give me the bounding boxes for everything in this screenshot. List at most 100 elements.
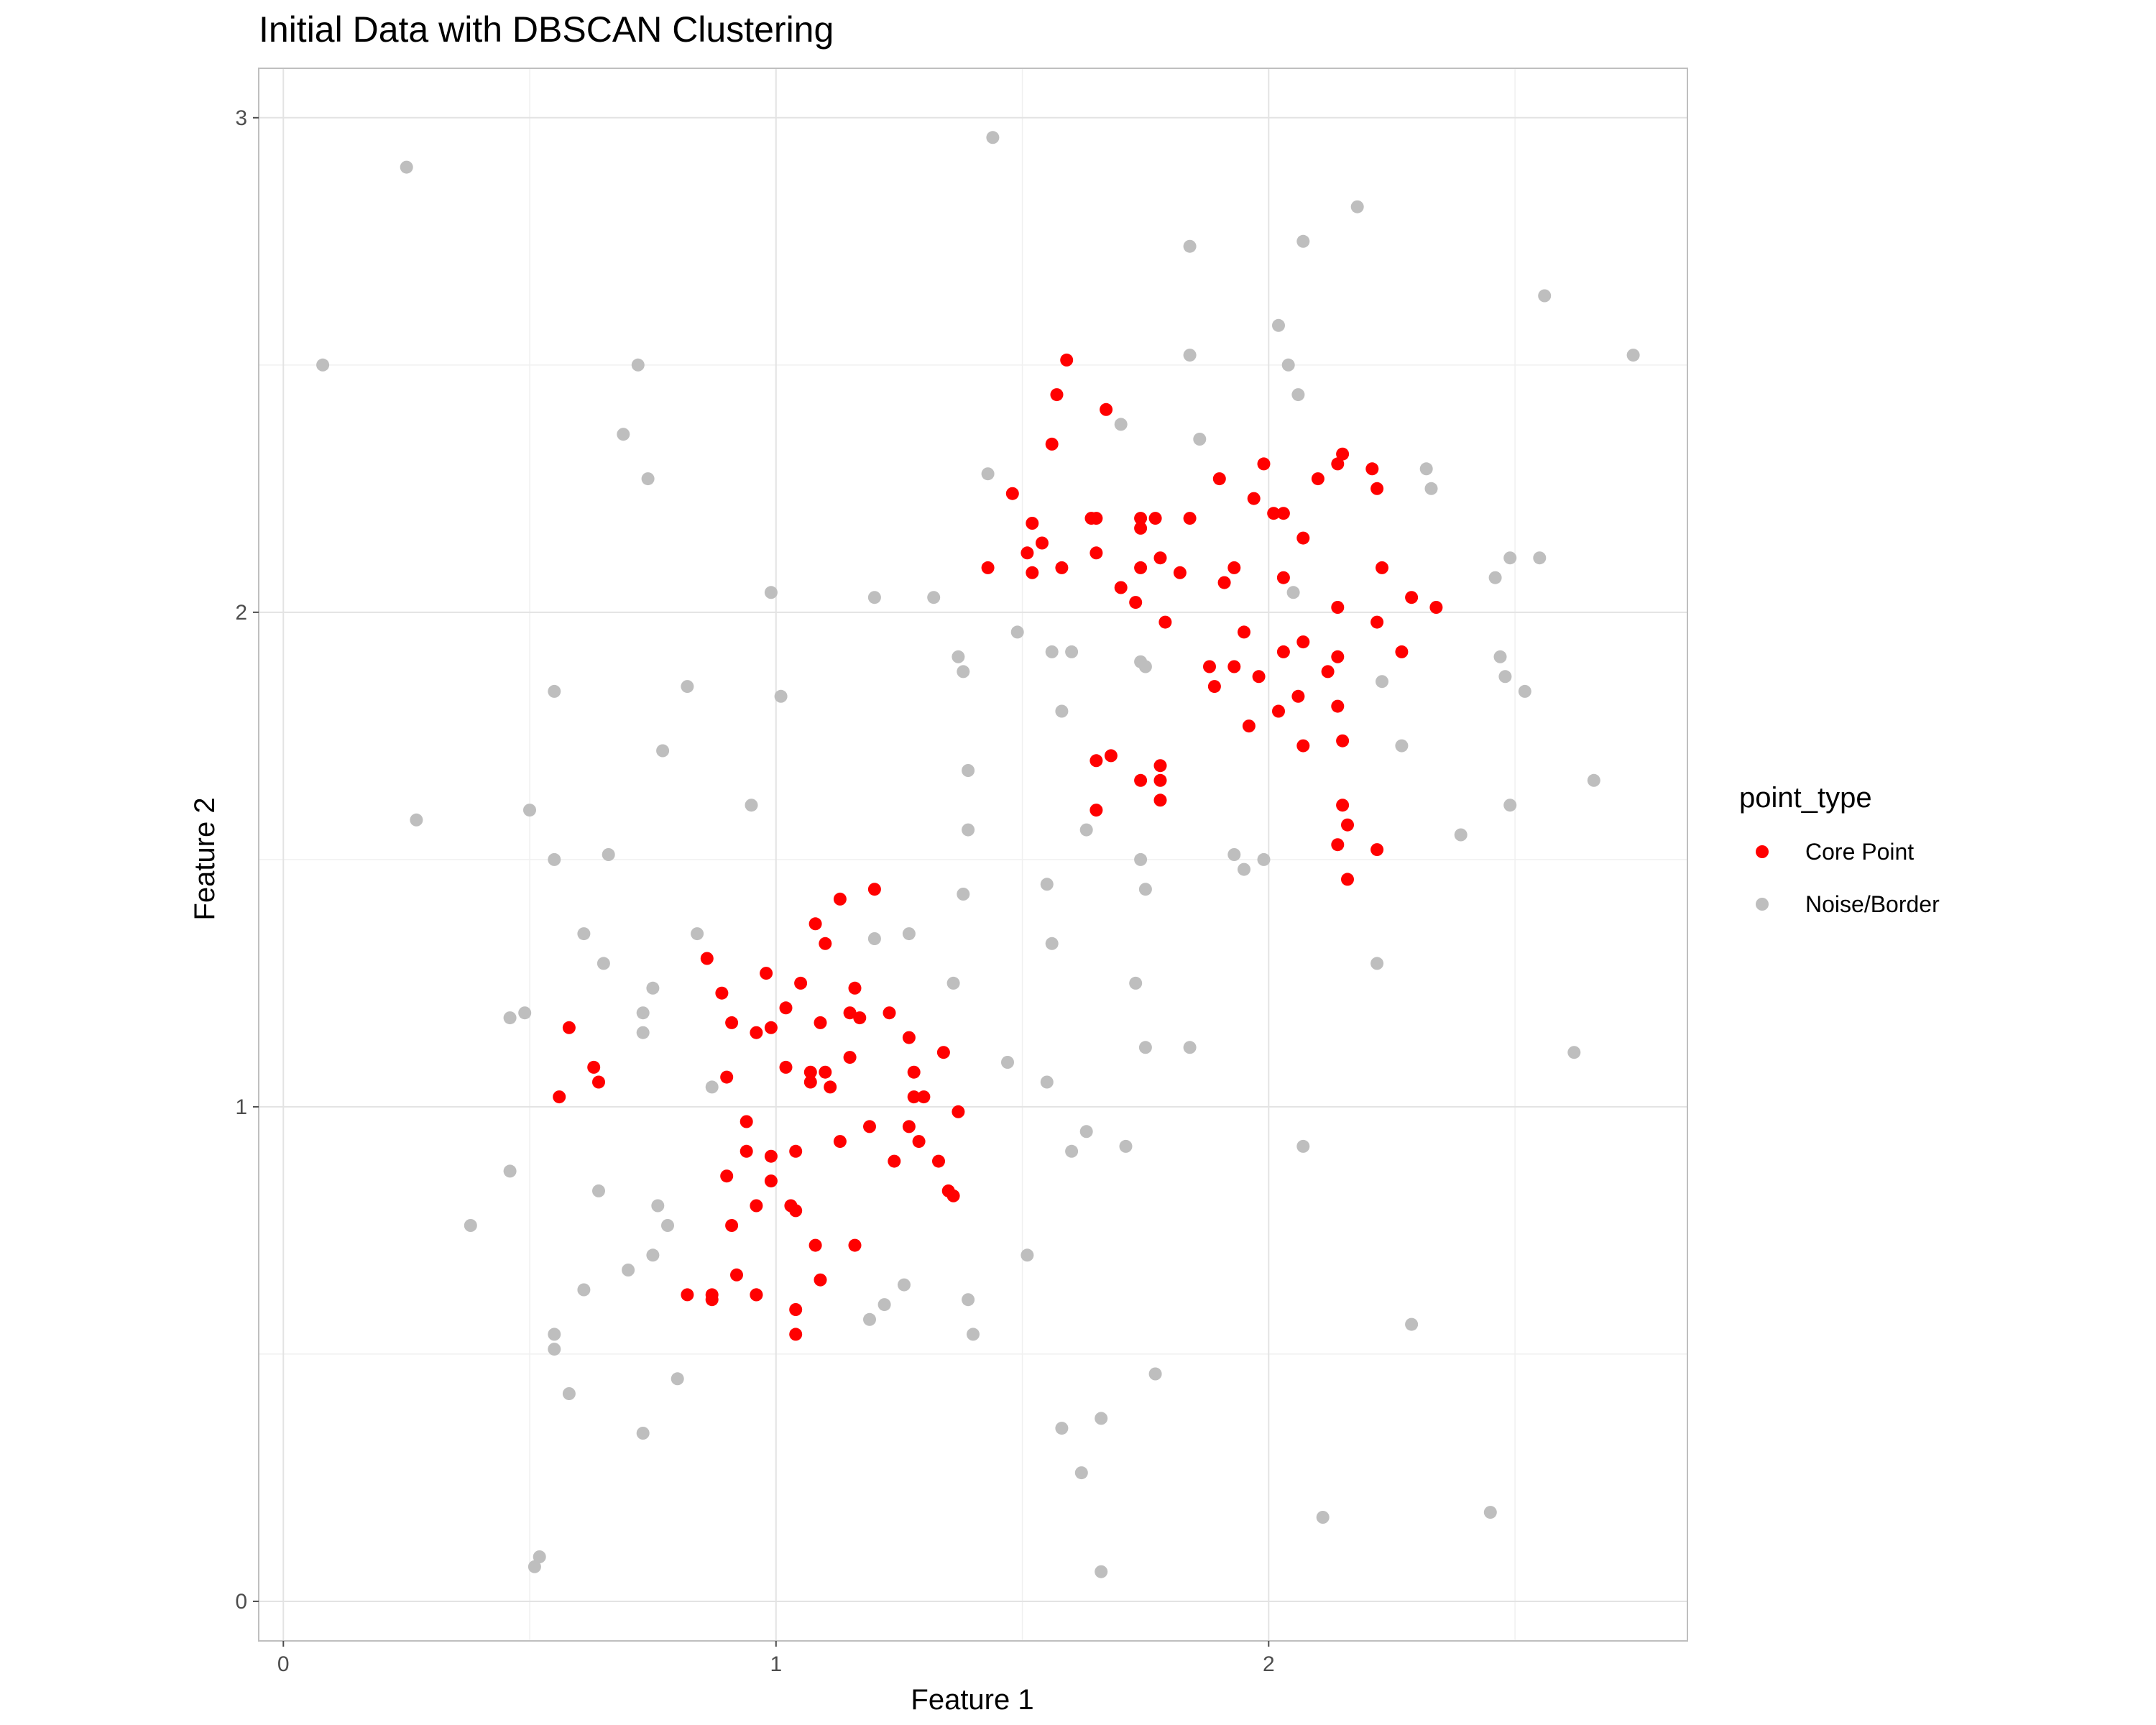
core-point-point xyxy=(1026,566,1039,579)
noise-border-point xyxy=(764,586,778,599)
core-point-point xyxy=(1365,462,1379,476)
noise-border-point xyxy=(1503,551,1517,565)
core-point-point xyxy=(883,1006,896,1020)
x-tick-label: 0 xyxy=(277,1652,290,1676)
noise-border-point xyxy=(1055,704,1069,718)
core-point-point xyxy=(912,1135,926,1149)
core-point-point xyxy=(789,1303,803,1316)
core-point-point xyxy=(730,1268,743,1282)
noise-border-point xyxy=(503,1011,517,1025)
core-point-point xyxy=(1134,561,1148,574)
noise-border-point xyxy=(1533,551,1547,565)
core-point-point xyxy=(1370,615,1384,629)
noise-border-point xyxy=(1498,670,1512,684)
core-point-point xyxy=(819,937,832,950)
noise-border-point xyxy=(681,680,694,694)
noise-border-point xyxy=(1119,1139,1133,1153)
core-point-point xyxy=(789,1144,803,1158)
noise-border-point xyxy=(548,684,561,698)
core-point-point xyxy=(932,1154,945,1168)
core-point-point xyxy=(779,1001,793,1015)
core-point-point xyxy=(1089,804,1103,817)
noise-border-point xyxy=(1138,1041,1152,1054)
noise-border-point xyxy=(1040,1075,1054,1089)
core-point-point xyxy=(1100,402,1113,416)
noise-border-point xyxy=(952,650,965,663)
core-point-point xyxy=(1089,546,1103,560)
noise-border-point xyxy=(1626,349,1640,362)
chart-title: Initial Data with DBSCAN Clustering xyxy=(259,9,834,50)
core-point-point xyxy=(1134,512,1148,525)
core-point-point xyxy=(808,917,822,931)
core-point-point xyxy=(562,1021,576,1034)
core-point-point xyxy=(1296,739,1310,753)
core-point-point xyxy=(1331,699,1345,713)
noise-border-point xyxy=(1079,823,1093,837)
core-point-point xyxy=(1173,566,1187,579)
core-point-point xyxy=(750,1026,763,1039)
core-point-point xyxy=(705,1293,719,1307)
noise-border-point xyxy=(1183,239,1197,253)
core-point-point xyxy=(1331,457,1345,471)
noise-border-point xyxy=(1183,1041,1197,1054)
noise-border-point xyxy=(316,358,330,372)
noise-border-point xyxy=(651,1199,665,1213)
core-point-point xyxy=(1405,591,1419,604)
noise-border-point xyxy=(1095,1565,1108,1578)
core-point-point xyxy=(1153,551,1167,565)
noise-border-point xyxy=(1040,878,1054,891)
core-point-point xyxy=(794,976,808,990)
core-point-point xyxy=(592,1075,605,1089)
core-point-point xyxy=(1429,601,1443,614)
core-point-point xyxy=(1036,536,1049,550)
core-point-point xyxy=(1247,492,1261,505)
core-point-point xyxy=(803,1075,817,1089)
core-point-point xyxy=(1148,512,1162,525)
legend-label-core-point: Core Point xyxy=(1805,839,1914,865)
noise-border-point xyxy=(646,981,660,995)
core-point-point xyxy=(1045,437,1059,451)
noise-border-point xyxy=(981,467,995,481)
core-point-point xyxy=(952,1105,965,1118)
core-point-point xyxy=(740,1115,753,1128)
core-point-point xyxy=(981,561,995,574)
noise-border-point xyxy=(1405,1317,1419,1331)
noise-border-point xyxy=(1193,433,1207,446)
core-point-point xyxy=(725,1016,739,1029)
noise-border-point xyxy=(1114,418,1128,431)
legend-key-core-point xyxy=(1756,845,1769,858)
core-point-point xyxy=(1336,447,1350,461)
noise-border-point xyxy=(1138,883,1152,896)
core-point-point xyxy=(750,1199,763,1213)
noise-border-point xyxy=(671,1372,684,1386)
noise-border-point xyxy=(464,1219,477,1232)
noise-border-point xyxy=(1045,937,1059,950)
noise-border-point xyxy=(400,160,413,174)
core-point-point xyxy=(946,1189,960,1202)
core-point-point xyxy=(907,1090,921,1104)
noise-border-point xyxy=(548,852,561,866)
noise-border-point xyxy=(1055,1422,1069,1435)
noise-border-point xyxy=(863,1312,876,1326)
noise-border-point xyxy=(622,1264,635,1276)
noise-border-point xyxy=(1454,828,1468,842)
core-point-point xyxy=(720,1169,734,1183)
noise-border-point xyxy=(410,813,423,827)
core-point-point xyxy=(888,1154,901,1168)
core-point-point xyxy=(1026,517,1039,530)
legend-label-noise-border: Noise/Border xyxy=(1805,891,1940,917)
noise-border-point xyxy=(1296,1139,1310,1153)
y-tick-label: 0 xyxy=(235,1590,247,1614)
core-point-point xyxy=(902,1031,916,1044)
core-point-point xyxy=(902,1120,916,1133)
noise-border-point xyxy=(1134,852,1148,866)
core-point-point xyxy=(1370,482,1384,495)
core-point-point xyxy=(848,981,862,995)
core-point-point xyxy=(553,1090,566,1104)
legend-title: point_type xyxy=(1739,782,1872,814)
noise-border-point xyxy=(592,1184,605,1197)
y-axis-title: Feature 2 xyxy=(189,797,221,920)
noise-border-point xyxy=(1567,1046,1581,1059)
noise-border-point xyxy=(1587,773,1600,787)
